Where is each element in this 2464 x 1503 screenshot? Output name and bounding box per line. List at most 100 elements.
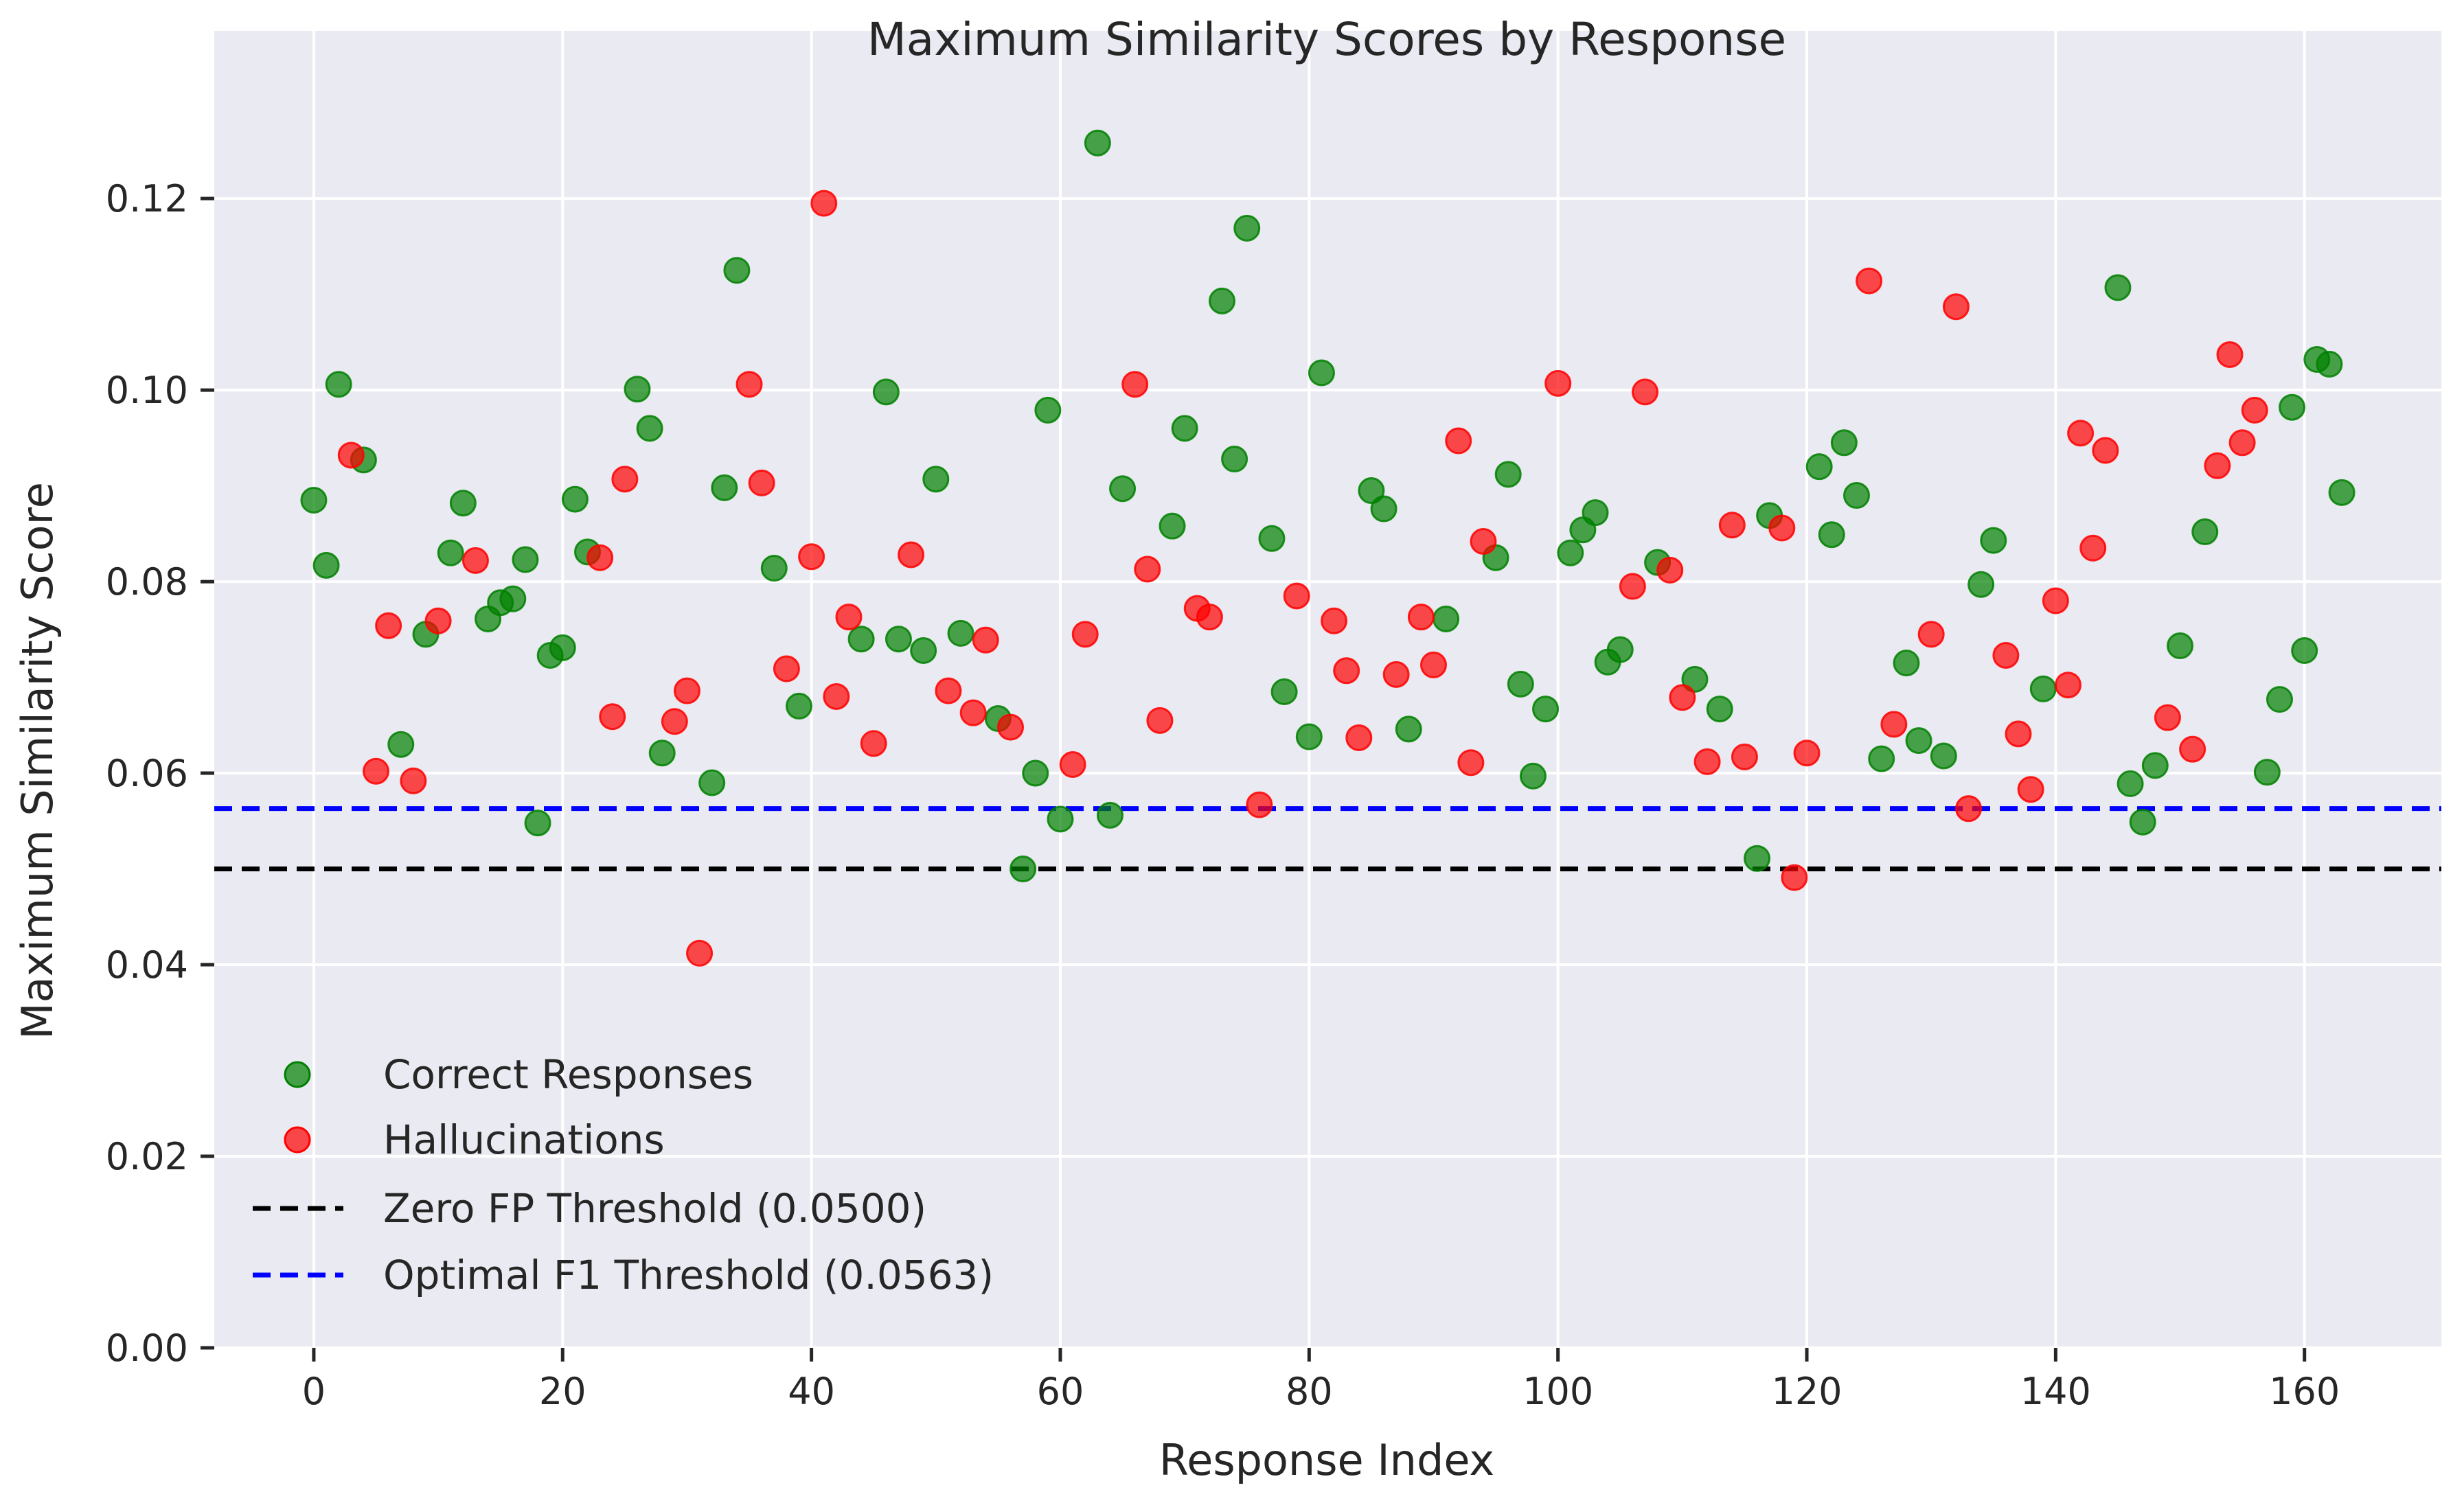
correct-response-point [1171,415,1198,442]
correct-response-point [910,637,937,665]
chart-title: Maximum Similarity Scores by Response [867,13,1786,66]
hallucination-point [835,604,863,631]
hallucination-point [823,682,850,710]
hallucination-point [1880,711,1908,738]
hallucination-point [400,767,427,794]
hallucination-point [959,699,987,726]
y-tick-label: 0.10 [106,369,188,412]
correct-response-point [300,487,328,514]
correct-response-point [1830,429,1858,457]
correct-response-point [1843,482,1870,509]
correct-response-point [786,692,813,720]
correct-response-point [325,371,352,398]
correct-response-point [847,626,875,653]
correct-response-point [1221,446,1248,473]
correct-response-point [1209,287,1236,314]
correct-response-point [1109,475,1137,503]
x-tick-label: 40 [788,1370,835,1413]
correct-response-point [387,731,415,758]
hallucination-point [586,544,614,571]
hallucination-point [1196,604,1223,631]
correct-response-point [1395,715,1422,743]
hallucination-point [1781,864,1808,891]
correct-response-point [1582,499,1609,527]
x-axis-title: Response Index [1159,1435,1494,1485]
hallucination-point [2154,704,2181,731]
hallucination-point [1768,514,1796,542]
hallucination-point [2241,396,2268,424]
correct-response-point [1967,571,1995,598]
y-tick-label: 0.00 [106,1327,188,1370]
grid-lines [214,31,2441,1349]
correct-response-point [1022,759,1049,787]
hallucination-point [661,708,688,735]
hallucination-point [1470,527,1497,555]
hallucination-point [748,469,775,496]
correct-response-point [1532,696,1560,723]
hallucination-point [997,713,1025,741]
hallucination-point [1917,621,1945,648]
correct-response-point [1494,461,1522,488]
correct-response-point [1270,678,1298,705]
hallucination-point [1693,748,1721,775]
correct-response-point [549,634,576,661]
hallucination-point [2216,341,2244,368]
correct-response-point [1308,359,1335,387]
hallucination-point [611,466,639,493]
hallucination-point [599,703,626,731]
correct-response-point [1096,801,1123,829]
hallucination-point [810,190,838,217]
x-tick-label: 120 [1771,1370,1842,1413]
correct-response-point [499,585,527,612]
threshold-lines [214,806,2441,872]
hallucination-point [1718,512,1746,539]
correct-response-point [1893,650,1920,677]
correct-response-point [1557,539,1584,566]
correct-response-point [2291,637,2318,665]
correct-response-point [2316,350,2343,378]
hallucination-point [2005,720,2032,748]
hallucination-point [1333,657,1360,685]
x-tick-label: 60 [1037,1370,1084,1413]
x-tick-label: 80 [1286,1370,1333,1413]
correct-response-point [1980,527,2007,554]
correct-response-point [1706,696,1733,723]
correct-response-point [449,490,477,517]
hallucination-point [363,757,390,785]
x-tick-label: 0 [302,1370,326,1413]
correct-response-point [1084,129,1111,157]
correct-response-point [1681,665,1709,693]
correct-response-point [1868,745,1895,772]
hallucination-point [2179,735,2206,763]
hallucination-point [1731,743,1758,770]
correct-response-point [2167,632,2194,660]
hallucination-point [2204,452,2231,479]
correct-response-point [2328,479,2355,506]
hallucination-point [1321,607,1348,634]
correct-response-point [1034,396,1062,424]
hallucination-point [798,543,825,571]
hallucination-point [2079,534,2107,562]
correct-response-point [2253,759,2281,786]
legend: Correct Responses Hallucinations Zero FP… [253,1051,994,1298]
correct-response-point [1233,214,1261,242]
correct-response-point [1009,856,1037,883]
correct-response-point [2141,752,2169,779]
legend-label-optimal-f1: Optimal F1 Threshold (0.0563) [383,1252,994,1298]
hallucination-point [1059,751,1086,779]
hallucination-point [898,541,925,569]
hallucination-point [735,371,763,398]
correct-response-point [1159,512,1186,540]
correct-response-point [922,466,950,493]
hallucination-point [1992,641,2020,669]
hallucination-point [1134,555,1161,583]
correct-response-point [2129,808,2156,836]
hallucination-point [673,677,700,704]
hallucination-point [375,612,402,639]
correct-response-point [1905,727,1932,755]
hallucination-point [1382,661,1410,688]
hallucination-point [972,626,999,654]
hallucination-point [1071,621,1099,648]
correct-response-point [1433,605,1460,632]
hallucination-point [1856,267,1883,295]
